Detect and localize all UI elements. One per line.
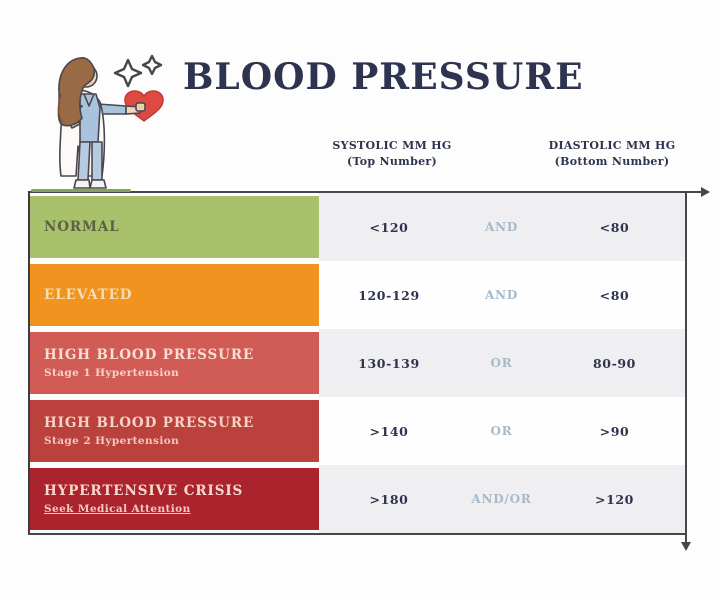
axis-down-arrow-icon [681, 542, 691, 551]
diastolic-value: <80 [599, 287, 630, 303]
logic-label: AND [484, 288, 519, 302]
category-cell-normal: NORMAL [30, 196, 319, 258]
axis-bottom-line [28, 533, 687, 535]
page-title: BLOOD PRESSURE [183, 56, 584, 98]
table-row: HIGH BLOOD PRESSURE Stage 1 Hypertension… [30, 329, 685, 397]
logic-label: OR [490, 424, 513, 438]
category-subtitle: Seek Medical Attention [44, 502, 191, 515]
diastolic-value: >120 [595, 491, 634, 507]
doctor-body [57, 57, 146, 189]
systolic-header-subtitle: (Top Number) [347, 154, 437, 168]
logic-label: AND/OR [471, 492, 532, 506]
diastolic-header-title: DIASTOLIC MM HG [548, 139, 676, 152]
value-cell: >180 AND/OR >120 [319, 465, 685, 533]
value-cell: 130-139 OR 80-90 [319, 329, 685, 397]
systolic-value: 130-139 [358, 355, 420, 371]
category-subtitle: Stage 2 Hypertension [44, 434, 180, 447]
systolic-value: 120-129 [358, 287, 420, 303]
value-cell: <120 AND <80 [319, 193, 685, 261]
systolic-header-title: SYSTOLIC MM HG [332, 139, 452, 152]
category-cell-stage2: HIGH BLOOD PRESSURE Stage 2 Hypertension [30, 400, 319, 462]
table-row: NORMAL <120 AND <80 [30, 193, 685, 261]
diastolic-value: <80 [599, 219, 630, 235]
ground-line [31, 189, 131, 192]
diastolic-header-subtitle: (Bottom Number) [554, 154, 670, 168]
logic-label: AND [484, 220, 519, 234]
table-row: HYPERTENSIVE CRISIS Seek Medical Attenti… [30, 465, 685, 533]
axis-right-arrow-icon [701, 187, 710, 197]
diastolic-value: 80-90 [593, 355, 636, 371]
axis-vertical-line [685, 191, 687, 543]
category-label: HIGH BLOOD PRESSURE [44, 347, 255, 364]
category-label: HYPERTENSIVE CRISIS [44, 483, 244, 500]
axis-top-line [28, 191, 702, 193]
category-cell-elevated: ELEVATED [30, 264, 319, 326]
table-left-border [28, 191, 30, 535]
diastolic-column-header: DIASTOLIC MM HG (Bottom Number) [532, 138, 692, 170]
systolic-value: >140 [369, 423, 409, 439]
doctor-illustration [57, 54, 164, 189]
category-subtitle: Stage 1 Hypertension [44, 366, 180, 379]
systolic-value: >180 [369, 491, 409, 507]
value-cell: >140 OR >90 [319, 397, 685, 465]
category-label: ELEVATED [44, 286, 133, 303]
systolic-column-header: SYSTOLIC MM HG (Top Number) [312, 138, 472, 170]
logic-label: OR [490, 356, 513, 370]
diastolic-value: >90 [599, 423, 630, 439]
value-cell: 120-129 AND <80 [319, 261, 685, 329]
category-cell-crisis: HYPERTENSIVE CRISIS Seek Medical Attenti… [30, 468, 319, 530]
sparkle-icon [113, 54, 163, 88]
category-label: HIGH BLOOD PRESSURE [44, 415, 255, 432]
category-cell-stage1: HIGH BLOOD PRESSURE Stage 1 Hypertension [30, 332, 319, 394]
blood-pressure-table: NORMAL <120 AND <80 ELEVATED 120-129 AND… [30, 193, 685, 533]
category-label: NORMAL [44, 218, 120, 235]
systolic-value: <120 [369, 219, 409, 235]
table-row: ELEVATED 120-129 AND <80 [30, 261, 685, 329]
table-row: HIGH BLOOD PRESSURE Stage 2 Hypertension… [30, 397, 685, 465]
